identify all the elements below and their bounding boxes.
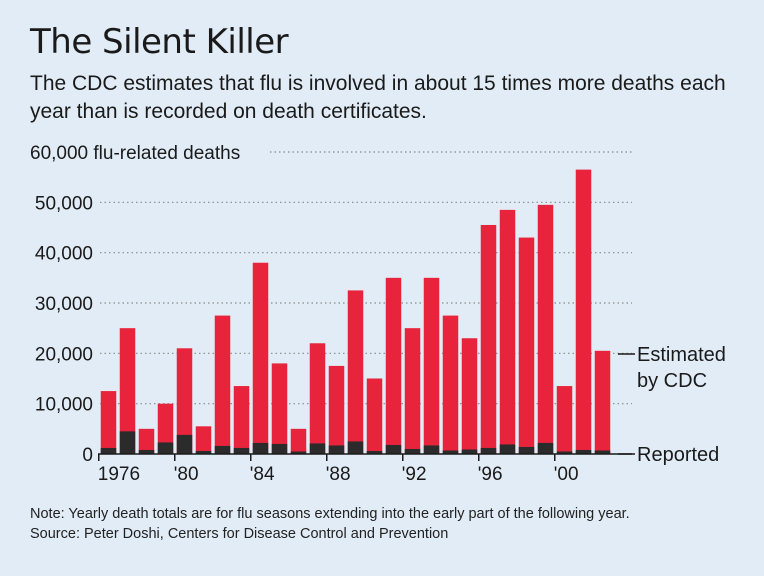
reported-bar <box>537 442 554 454</box>
x-tick-label: '96 <box>478 464 503 485</box>
reported-bar <box>575 449 592 454</box>
flu-deaths-chart: 0 10,000 20,000 30,000 40,000 50,000 60,000 fl… <box>30 143 726 485</box>
reported-bar <box>176 434 193 454</box>
estimated-bar <box>347 290 364 454</box>
estimated-bar <box>480 224 497 454</box>
reported-bar <box>252 442 269 454</box>
x-tick-label: '92 <box>402 464 427 485</box>
x-tick-label: '84 <box>250 464 275 485</box>
estimated-bar <box>537 204 554 454</box>
source-text: Source: Peter Doshi, Centers for Disease… <box>30 526 449 542</box>
x-tick-label: '80 <box>174 464 199 485</box>
estimated-bar <box>461 338 478 454</box>
reported-bar <box>271 443 288 454</box>
legend-label-estimated: Estimated <box>637 344 726 366</box>
y-tick-label: 30,000 <box>35 294 93 315</box>
y-tick-label: 0 <box>82 445 93 466</box>
estimated-bar <box>138 428 155 454</box>
y-tick-label: 50,000 <box>35 193 93 214</box>
reported-bar <box>233 447 250 454</box>
reported-bar <box>423 445 440 454</box>
estimated-bar <box>404 328 421 454</box>
estimated-bar <box>328 365 345 454</box>
legend-label-reported: Reported <box>637 444 719 466</box>
estimated-bar <box>233 386 250 454</box>
estimated-bar <box>499 209 516 454</box>
y-axis-title: 60,000 flu-related deaths <box>30 143 240 164</box>
reported-bar <box>442 450 459 454</box>
chart-subtitle: The CDC estimates that flu is involved i… <box>30 72 726 123</box>
estimated-bar <box>214 315 231 454</box>
reported-bar <box>309 443 326 454</box>
estimated-bar <box>518 237 535 454</box>
reported-bar <box>404 448 421 454</box>
reported-bar <box>366 450 383 454</box>
y-tick-label: 20,000 <box>35 344 93 365</box>
y-tick-label: 40,000 <box>35 244 93 265</box>
estimated-bar <box>556 386 573 454</box>
estimated-bar <box>442 315 459 454</box>
reported-bar <box>556 451 573 454</box>
reported-bar <box>119 431 136 454</box>
chart-title: The Silent Killer <box>30 22 289 62</box>
reported-bar <box>138 449 155 454</box>
estimated-bar <box>423 277 440 454</box>
reported-bar <box>480 447 497 454</box>
estimated-bar <box>575 169 592 454</box>
reported-bar <box>461 449 478 454</box>
reported-bar <box>347 441 364 454</box>
estimated-bar <box>271 363 288 454</box>
reported-bar <box>385 444 402 454</box>
estimated-bar <box>157 403 174 454</box>
y-tick-label: 10,000 <box>35 395 93 416</box>
reported-bar <box>499 444 516 454</box>
estimated-bar <box>290 428 307 454</box>
note-text: Note: Yearly death totals are for flu se… <box>30 506 630 522</box>
chart-notes: Note: Yearly death totals are for flu se… <box>30 504 760 544</box>
estimated-bar <box>252 262 269 454</box>
reported-bar <box>518 446 535 454</box>
estimated-bar <box>385 277 402 454</box>
reported-bar <box>195 450 212 454</box>
reported-bar <box>328 445 345 454</box>
reported-bar <box>157 442 174 454</box>
reported-bar <box>214 445 231 454</box>
legend-label-estimated: by CDC <box>637 370 707 392</box>
estimated-bar <box>594 350 611 454</box>
estimated-bar <box>119 328 136 454</box>
estimated-bar <box>195 426 212 454</box>
x-tick-label: 1976 <box>98 464 140 485</box>
x-tick-label: '00 <box>554 464 579 485</box>
x-tick-label: '88 <box>326 464 351 485</box>
estimated-bar <box>366 378 383 454</box>
reported-bar <box>100 447 117 454</box>
estimated-bar <box>176 348 193 454</box>
reported-bar <box>290 451 307 454</box>
estimated-bar <box>100 391 117 454</box>
reported-bar <box>594 450 611 454</box>
estimated-bar <box>309 343 326 454</box>
